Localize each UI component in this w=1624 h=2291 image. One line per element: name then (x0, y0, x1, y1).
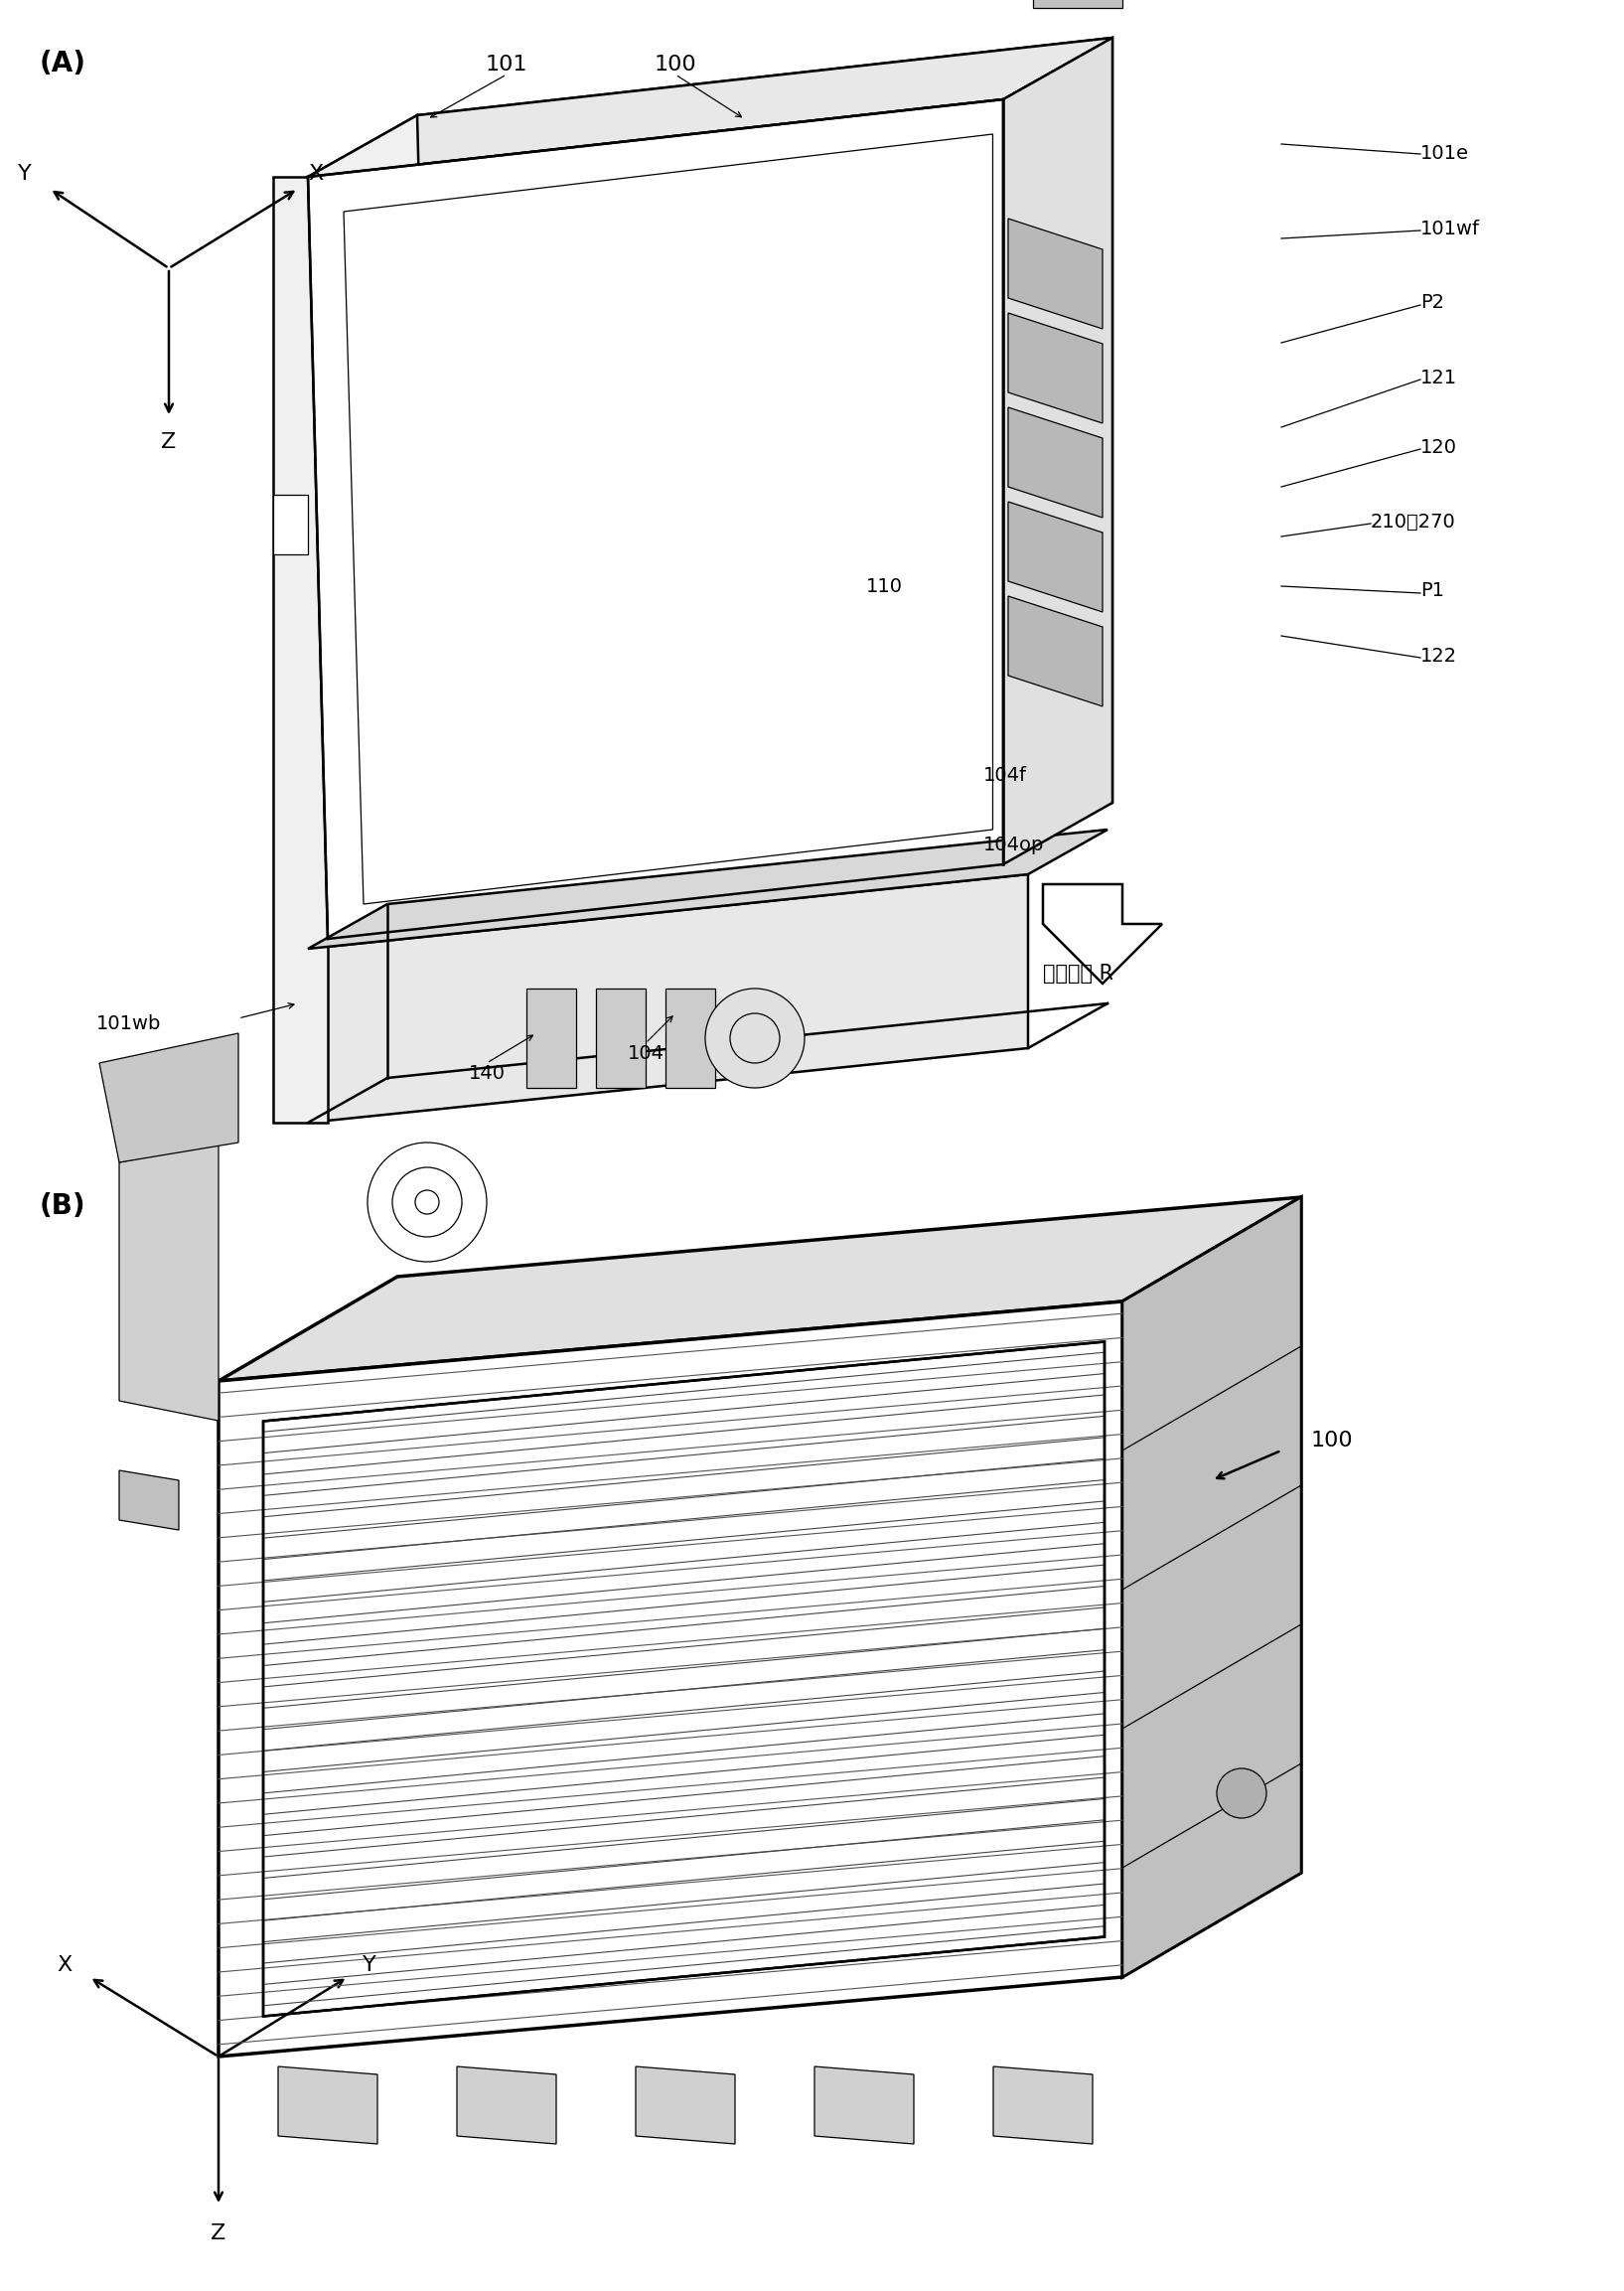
Text: 101wf: 101wf (1421, 220, 1479, 238)
Circle shape (705, 987, 804, 1088)
Polygon shape (309, 875, 1028, 1123)
Text: P2: P2 (1421, 293, 1444, 312)
Polygon shape (119, 1471, 179, 1530)
Text: 121: 121 (1421, 369, 1457, 387)
Text: 140: 140 (468, 1063, 505, 1081)
Text: 101wb: 101wb (97, 1015, 162, 1033)
Polygon shape (1009, 314, 1103, 424)
Polygon shape (1009, 502, 1103, 612)
Text: Y: Y (18, 165, 31, 183)
Polygon shape (219, 1198, 1301, 1381)
Text: X: X (309, 165, 323, 183)
Text: X: X (57, 1954, 71, 1975)
Polygon shape (219, 1301, 1122, 2057)
Text: 122: 122 (1421, 646, 1457, 664)
Text: 104f: 104f (984, 765, 1026, 784)
Text: 210～270: 210～270 (1371, 513, 1455, 532)
Text: 挺入方向 R: 挺入方向 R (1043, 965, 1114, 983)
Text: 100: 100 (654, 55, 697, 76)
Polygon shape (635, 2066, 736, 2144)
Polygon shape (666, 987, 715, 1088)
Polygon shape (1043, 884, 1163, 983)
Polygon shape (273, 176, 328, 1123)
Text: (A): (A) (39, 50, 86, 78)
Text: 101: 101 (486, 55, 528, 76)
Polygon shape (526, 987, 577, 1088)
Polygon shape (1009, 408, 1103, 518)
Polygon shape (596, 987, 646, 1088)
Polygon shape (815, 2066, 914, 2144)
Text: (B): (B) (39, 1191, 86, 1221)
Polygon shape (309, 829, 1108, 948)
Polygon shape (994, 2066, 1093, 2144)
Text: Y: Y (362, 1954, 377, 1975)
Polygon shape (309, 115, 437, 939)
Text: 101e: 101e (1421, 144, 1470, 163)
Polygon shape (417, 37, 1112, 877)
Polygon shape (119, 1143, 219, 1420)
Polygon shape (344, 135, 992, 905)
Polygon shape (273, 495, 309, 554)
Circle shape (1216, 1769, 1267, 1819)
Polygon shape (309, 99, 1004, 939)
Text: 100: 100 (1311, 1430, 1353, 1450)
Text: P1: P1 (1421, 582, 1444, 600)
Polygon shape (99, 1033, 239, 1162)
Text: 104: 104 (627, 1045, 664, 1063)
Text: 104op: 104op (984, 834, 1044, 855)
Text: 120: 120 (1421, 438, 1457, 456)
Text: Z: Z (161, 433, 177, 451)
Polygon shape (278, 2066, 377, 2144)
Text: Z: Z (211, 2225, 226, 2243)
Polygon shape (309, 37, 1112, 176)
Polygon shape (1122, 1198, 1301, 1977)
Polygon shape (1033, 0, 1122, 7)
Polygon shape (456, 2066, 557, 2144)
Polygon shape (1009, 218, 1103, 330)
Polygon shape (1004, 37, 1112, 864)
Text: 110: 110 (866, 577, 903, 596)
Polygon shape (1009, 596, 1103, 706)
Polygon shape (1122, 1198, 1301, 1977)
